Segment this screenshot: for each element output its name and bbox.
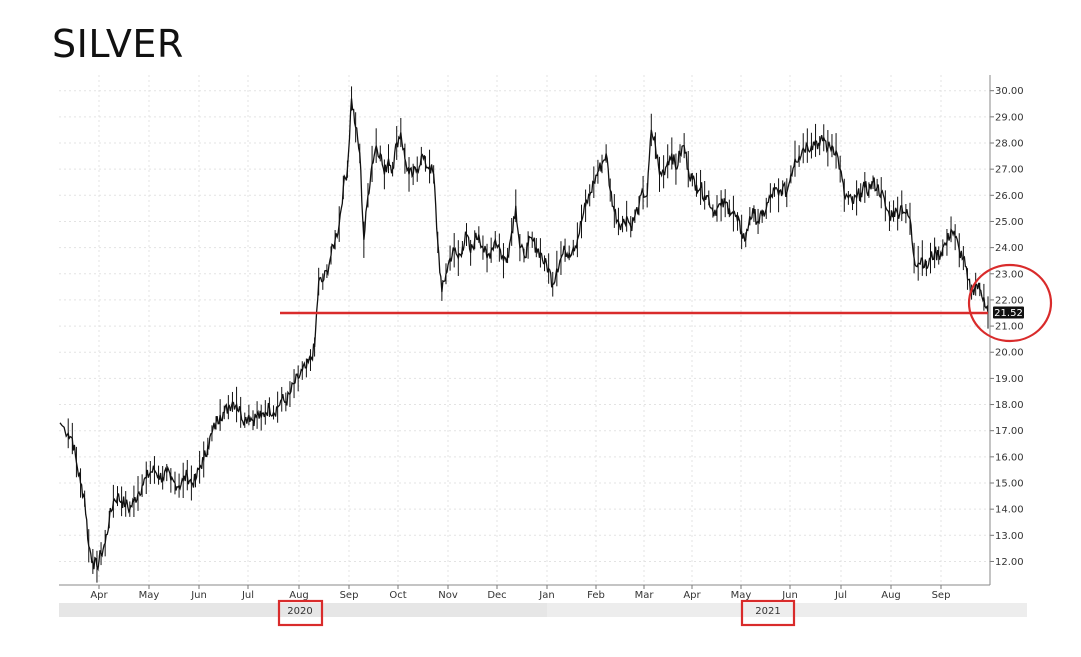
year-box-2020 bbox=[277, 599, 324, 627]
year-label: 2020 bbox=[287, 606, 312, 617]
y-tick-label: 21.00 bbox=[995, 322, 1024, 333]
x-tick-label: Apr bbox=[90, 590, 108, 601]
y-tick-label: 13.00 bbox=[995, 531, 1024, 542]
x-tick-label: Jul bbox=[241, 590, 254, 601]
axes: 12.00 13.00 14.00 15.00 16.00 17.00 18.00 19.00… bbox=[59, 75, 1024, 601]
chart-title: SILVER bbox=[52, 22, 184, 66]
x-tick-label: Apr bbox=[683, 590, 701, 601]
year-label: 2021 bbox=[755, 606, 780, 617]
year-band-2020 bbox=[59, 603, 547, 617]
year-band: 2020 2021 bbox=[59, 603, 1027, 617]
x-tick-label: Aug bbox=[289, 590, 309, 601]
y-tick-label: 20.00 bbox=[995, 348, 1024, 359]
price-series bbox=[59, 86, 989, 583]
y-tick-label: 28.00 bbox=[995, 139, 1024, 150]
y-tick-label: 24.00 bbox=[995, 243, 1024, 254]
last-price-tag bbox=[993, 306, 1024, 319]
x-tick-label: Jul bbox=[834, 590, 847, 601]
highlight-circle bbox=[967, 263, 1053, 343]
annotations: 21.52 bbox=[277, 263, 1053, 627]
x-tick-label: Jun bbox=[190, 590, 207, 601]
y-tick-label: 17.00 bbox=[995, 426, 1024, 437]
x-tick-label: Aug bbox=[881, 590, 901, 601]
y-tick-label: 14.00 bbox=[995, 505, 1024, 516]
x-tick-label: Nov bbox=[438, 590, 458, 601]
y-tick-label: 19.00 bbox=[995, 374, 1024, 385]
y-tick-label: 12.00 bbox=[995, 557, 1024, 568]
x-tick-label: May bbox=[139, 590, 160, 601]
grid bbox=[59, 75, 990, 585]
last-price-label: 21.52 bbox=[994, 308, 1023, 319]
y-tick-label: 25.00 bbox=[995, 217, 1024, 228]
y-tick-label: 18.00 bbox=[995, 400, 1024, 411]
y-tick-label: 23.00 bbox=[995, 269, 1024, 280]
y-tick-label: 29.00 bbox=[995, 112, 1024, 123]
y-tick-label: 22.00 bbox=[995, 295, 1024, 306]
x-tick-label: Dec bbox=[487, 590, 506, 601]
y-tick-label: 16.00 bbox=[995, 452, 1024, 463]
x-tick-label: May bbox=[731, 590, 752, 601]
x-tick-label: Sep bbox=[932, 590, 951, 601]
year-box-2021 bbox=[740, 599, 796, 627]
y-tick-label: 15.00 bbox=[995, 479, 1024, 490]
x-tick-label: Feb bbox=[587, 590, 605, 601]
x-tick-label: Jan bbox=[538, 590, 554, 601]
year-band-2021 bbox=[547, 603, 1027, 617]
x-tick-label: Mar bbox=[635, 590, 655, 601]
price-line bbox=[59, 98, 989, 572]
x-tick-label: Jun bbox=[781, 590, 798, 601]
y-tick-label: 30.00 bbox=[995, 86, 1024, 97]
y-tick-label: 27.00 bbox=[995, 165, 1024, 176]
x-tick-label: Sep bbox=[340, 590, 359, 601]
y-tick-label: 26.00 bbox=[995, 191, 1024, 202]
x-tick-label: Oct bbox=[389, 590, 406, 601]
